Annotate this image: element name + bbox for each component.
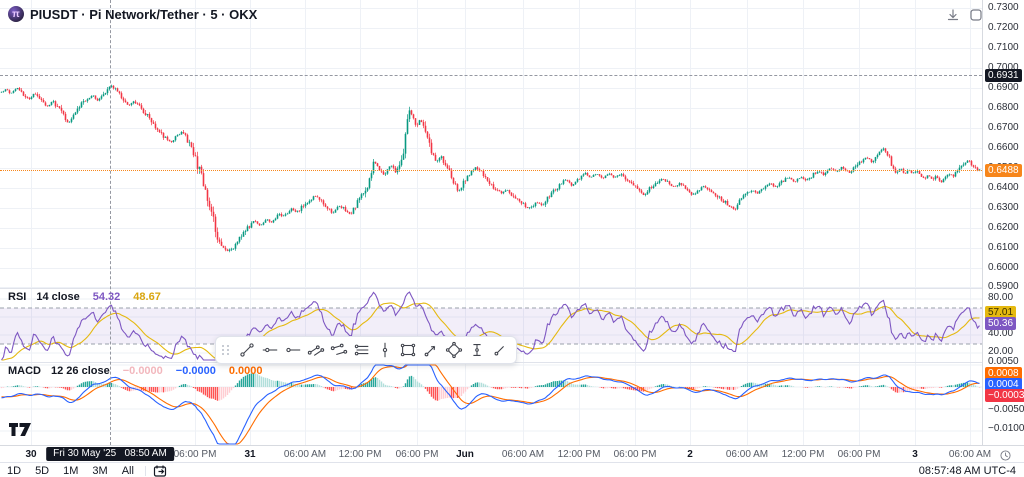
axis-price-label: 0.6400 [988, 182, 1019, 193]
macd-axis-badge: −0.0003 [985, 389, 1024, 402]
macd-params: 12 26 close [51, 365, 110, 377]
time-axis-label: 06:00 PM [613, 449, 657, 460]
toolbar-drag-handle-icon[interactable] [222, 345, 230, 355]
time-axis-label: 06:00 PM [173, 449, 217, 460]
axis-price-label: 20.00 [988, 346, 1014, 357]
crosshair-time-badge: Fri 30 May '25 08:50 AM [46, 447, 174, 461]
price-pane[interactable] [0, 0, 982, 288]
range-button-1m[interactable]: 1M [63, 464, 79, 477]
time-axis-label: 06:00 AM [501, 449, 545, 460]
time-axis[interactable]: Fri 30 May '25 08:50 AM 30 06:00 PM 31 06:0… [0, 445, 1024, 463]
pi-network-logo-icon: π [8, 6, 24, 22]
range-button-5d[interactable]: 5D [35, 464, 50, 477]
symbol-title: PIUSDT · Pi Network/Tether · 5 · OKX [30, 6, 258, 22]
timezone-clock-icon[interactable] [1000, 448, 1011, 466]
axis-price-label: 0.6800 [988, 102, 1019, 113]
go-to-date-icon[interactable] [150, 461, 170, 477]
time-axis-label: 06:00 PM [837, 449, 881, 460]
rotated-rectangle-tool-icon[interactable] [444, 340, 464, 360]
macd-line-value: −0.0000 [175, 365, 216, 377]
arrow-tool-icon[interactable] [421, 340, 441, 360]
rsi-value: 54.32 [92, 291, 121, 303]
time-axis-label: 30 [25, 449, 37, 460]
axis-price-label: −0.0050 [988, 404, 1024, 415]
axis-price-label: 0.6000 [988, 262, 1019, 273]
time-axis-label: 3 [912, 449, 918, 460]
time-axis-label: 12:00 PM [338, 449, 382, 460]
axis-price-label: 0.7200 [988, 22, 1019, 33]
axis-price-label: 0.6700 [988, 122, 1019, 133]
trend-line-tool-icon[interactable] [237, 340, 257, 360]
range-button-1d[interactable]: 1D [7, 464, 22, 477]
rsi-axis-badge: 57.01 [985, 306, 1017, 319]
axis-price-label: 0.5900 [988, 281, 1019, 292]
parallel-channel-tool-icon[interactable] [306, 340, 326, 360]
price-range-tool-icon[interactable] [467, 340, 487, 360]
axis-price-label: 80.00 [988, 292, 1014, 303]
axis-price-label: 0.0050 [988, 356, 1019, 367]
horizontal-ray-tool-icon[interactable] [283, 340, 303, 360]
axis-price-label: 0.6200 [988, 222, 1019, 233]
crosshair-vertical-line [110, 0, 111, 445]
rsi-axis-badge: 50.36 [985, 317, 1017, 330]
rsi-indicator-name: RSI [8, 291, 27, 303]
axis-price-label: 0.6300 [988, 202, 1019, 213]
axis-price-label: 0.7000 [988, 62, 1019, 73]
rsi-params: 14 close [36, 291, 80, 303]
download-icon[interactable] [944, 6, 961, 23]
maximize-icon[interactable] [967, 6, 984, 23]
range-button-all[interactable]: All [121, 464, 134, 477]
macd-hist-value: −0.0000 [122, 365, 163, 377]
macd-legend[interactable]: MACD 12 26 close −0.0000 −0.0000 0.0000 [8, 365, 263, 377]
drawing-tools-toolbar [215, 336, 517, 364]
bottom-toolbar: 1D 5D 1M 3M All 08:57:48 AM UTC-4 [0, 462, 1024, 477]
time-axis-label: 06:00 AM [948, 449, 992, 460]
rsi-legend[interactable]: RSI 14 close 54.32 48.67 [8, 291, 161, 303]
last-price-line [0, 170, 982, 171]
time-axis-label: 2 [687, 449, 693, 460]
divider [144, 465, 146, 476]
session-clock[interactable]: 08:57:48 AM UTC-4 [918, 464, 1016, 477]
vertical-line-tool-icon[interactable] [375, 340, 395, 360]
crosshair-price-badge: 0.6931 [985, 69, 1022, 82]
axis-price-label: 0.6100 [988, 242, 1019, 253]
time-axis-label: 12:00 PM [557, 449, 601, 460]
time-axis-label: 12:00 PM [781, 449, 825, 460]
time-axis-label: 06:00 PM [395, 449, 439, 460]
disjoint-channel-tool-icon[interactable] [329, 340, 349, 360]
last-price-badge: 0.6488 [985, 164, 1022, 177]
crosshair-horizontal-line [0, 75, 982, 76]
range-button-3m[interactable]: 3M [92, 464, 108, 477]
chart-corner-actions [944, 6, 984, 23]
time-axis-label: 31 [244, 449, 256, 460]
macd-axis-badge: 0.0004 [985, 378, 1022, 391]
rectangle-tool-icon[interactable] [398, 340, 418, 360]
time-axis-label: 06:00 AM [725, 449, 769, 460]
axis-price-label: 0.7100 [988, 42, 1019, 53]
macd-axis-badge: 0.0008 [985, 367, 1022, 380]
price-axis[interactable]: 0.7300 0.7200 0.7100 0.7000 0.6900 0.6800 0.67… [982, 0, 1024, 462]
macd-indicator-name: MACD [8, 365, 41, 377]
flat-top-bottom-tool-icon[interactable] [352, 340, 372, 360]
symbol-legend[interactable]: π PIUSDT · Pi Network/Tether · 5 · OKX [8, 6, 257, 22]
candlestick-chart [0, 0, 982, 288]
axis-price-label: 0.6900 [988, 82, 1019, 93]
time-axis-label: 06:00 AM [283, 449, 327, 460]
macd-chart [0, 363, 982, 446]
axis-price-label: −0.0100 [988, 423, 1024, 434]
rsi-ma-value: 48.67 [133, 291, 161, 303]
axis-price-label: 0.7300 [988, 2, 1019, 13]
macd-signal-value: 0.0000 [228, 365, 263, 377]
cross-line-tool-icon[interactable] [490, 340, 510, 360]
axis-price-label: 40.00 [988, 328, 1014, 339]
time-axis-label: Jun [456, 449, 474, 460]
axis-price-label: 0.6600 [988, 142, 1019, 153]
tradingview-logo-icon[interactable] [9, 423, 32, 441]
horizontal-line-tool-icon[interactable] [260, 340, 280, 360]
